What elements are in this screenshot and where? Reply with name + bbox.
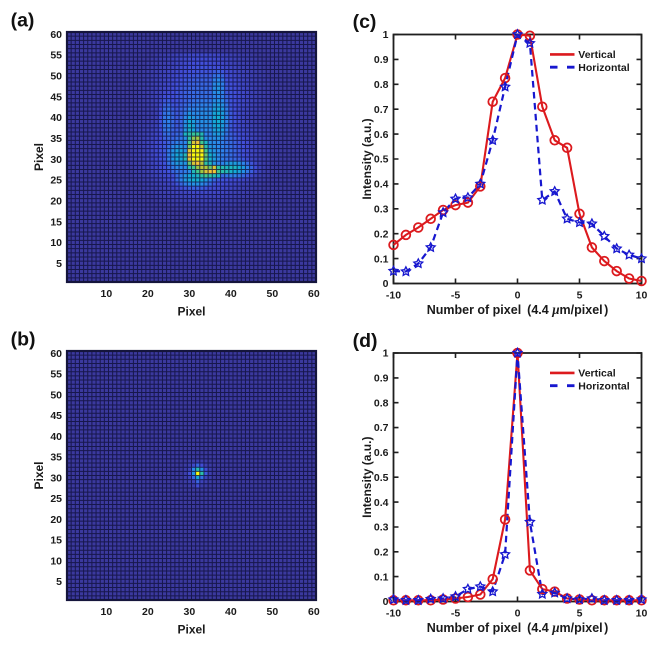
svg-text:35: 35 bbox=[50, 133, 62, 145]
svg-text:1: 1 bbox=[383, 348, 389, 360]
svg-text:0: 0 bbox=[515, 608, 521, 620]
svg-text:50: 50 bbox=[267, 606, 279, 618]
svg-text:0.5: 0.5 bbox=[374, 154, 389, 166]
svg-text:30: 30 bbox=[50, 154, 62, 166]
svg-text:0.4: 0.4 bbox=[374, 497, 389, 509]
svg-text:0.8: 0.8 bbox=[374, 79, 389, 91]
svg-text:15: 15 bbox=[50, 216, 62, 228]
svg-text:0.2: 0.2 bbox=[374, 547, 389, 559]
svg-text:40: 40 bbox=[225, 606, 237, 618]
svg-text:0: 0 bbox=[383, 278, 389, 290]
svg-text:5: 5 bbox=[577, 290, 583, 302]
svg-text:60: 60 bbox=[308, 606, 320, 618]
svg-text:(c): (c) bbox=[353, 11, 377, 33]
svg-text:60: 60 bbox=[308, 288, 320, 300]
svg-text:5: 5 bbox=[56, 258, 62, 270]
svg-text:10: 10 bbox=[50, 555, 62, 567]
svg-text:Vertical: Vertical bbox=[578, 49, 615, 61]
svg-text:5: 5 bbox=[56, 576, 62, 588]
svg-text:0.6: 0.6 bbox=[374, 129, 389, 141]
svg-text:20: 20 bbox=[50, 195, 62, 207]
svg-text:(b): (b) bbox=[11, 329, 36, 351]
svg-text:0.2: 0.2 bbox=[374, 228, 389, 240]
svg-text:40: 40 bbox=[50, 112, 62, 124]
svg-text:10: 10 bbox=[101, 606, 113, 618]
svg-text:0.9: 0.9 bbox=[374, 54, 389, 66]
svg-text:10: 10 bbox=[50, 237, 62, 249]
svg-text:Vertical: Vertical bbox=[578, 368, 615, 380]
svg-text:-5: -5 bbox=[451, 290, 460, 302]
svg-text:55: 55 bbox=[50, 50, 62, 62]
svg-text:0.1: 0.1 bbox=[374, 253, 389, 265]
svg-text:0.7: 0.7 bbox=[374, 104, 389, 116]
svg-text:60: 60 bbox=[50, 348, 62, 360]
svg-text:0.4: 0.4 bbox=[374, 179, 389, 191]
svg-text:-10: -10 bbox=[386, 290, 401, 302]
svg-text:40: 40 bbox=[225, 288, 237, 300]
svg-text:0.3: 0.3 bbox=[374, 204, 389, 216]
svg-text:Pixel: Pixel bbox=[177, 623, 205, 637]
svg-text:55: 55 bbox=[50, 369, 62, 381]
svg-text:(a): (a) bbox=[11, 10, 35, 32]
svg-text:20: 20 bbox=[142, 606, 154, 618]
svg-text:15: 15 bbox=[50, 535, 62, 547]
svg-text:10: 10 bbox=[636, 608, 648, 620]
svg-text:-5: -5 bbox=[451, 608, 460, 620]
svg-text:25: 25 bbox=[50, 175, 62, 187]
svg-text:Pixel: Pixel bbox=[32, 143, 46, 171]
svg-text:30: 30 bbox=[184, 606, 196, 618]
svg-text:40: 40 bbox=[50, 431, 62, 443]
svg-text:0.6: 0.6 bbox=[374, 447, 389, 459]
svg-text:45: 45 bbox=[50, 91, 62, 103]
svg-text:45: 45 bbox=[50, 410, 62, 422]
svg-text:1: 1 bbox=[383, 29, 389, 41]
svg-text:-10: -10 bbox=[386, 608, 401, 620]
svg-text:0.1: 0.1 bbox=[374, 571, 389, 583]
svg-text:0.9: 0.9 bbox=[374, 373, 389, 385]
svg-text:10: 10 bbox=[101, 288, 113, 300]
svg-text:35: 35 bbox=[50, 452, 62, 464]
svg-text:Pixel: Pixel bbox=[177, 305, 205, 319]
svg-text:50: 50 bbox=[50, 389, 62, 401]
svg-text:0.7: 0.7 bbox=[374, 422, 389, 434]
svg-text:Pixel: Pixel bbox=[32, 461, 46, 489]
svg-text:10: 10 bbox=[636, 290, 648, 302]
svg-text:0: 0 bbox=[515, 290, 521, 302]
svg-text:Number of pixel(4.4 μm/pixel): Number of pixel (4.4 μm/pixel) bbox=[427, 620, 609, 635]
svg-text:0.3: 0.3 bbox=[374, 522, 389, 534]
svg-text:20: 20 bbox=[50, 514, 62, 526]
svg-text:Horizontal: Horizontal bbox=[578, 380, 629, 392]
svg-text:0.8: 0.8 bbox=[374, 397, 389, 409]
svg-text:25: 25 bbox=[50, 493, 62, 505]
svg-text:50: 50 bbox=[50, 70, 62, 82]
svg-text:30: 30 bbox=[50, 472, 62, 484]
svg-text:Number of pixel(4.4 μm/pixel): Number of pixel (4.4 μm/pixel) bbox=[427, 302, 609, 317]
svg-text:Intensity (a.u.): Intensity (a.u.) bbox=[360, 437, 374, 518]
svg-text:30: 30 bbox=[184, 288, 196, 300]
svg-text:20: 20 bbox=[142, 288, 154, 300]
svg-text:5: 5 bbox=[577, 608, 583, 620]
svg-text:0.5: 0.5 bbox=[374, 472, 389, 484]
svg-text:0: 0 bbox=[383, 596, 389, 608]
svg-text:Intensity (a.u.): Intensity (a.u.) bbox=[360, 118, 374, 199]
svg-text:60: 60 bbox=[50, 29, 62, 41]
svg-text:(d): (d) bbox=[353, 330, 378, 352]
svg-text:50: 50 bbox=[267, 288, 279, 300]
svg-text:Horizontal: Horizontal bbox=[578, 62, 629, 74]
